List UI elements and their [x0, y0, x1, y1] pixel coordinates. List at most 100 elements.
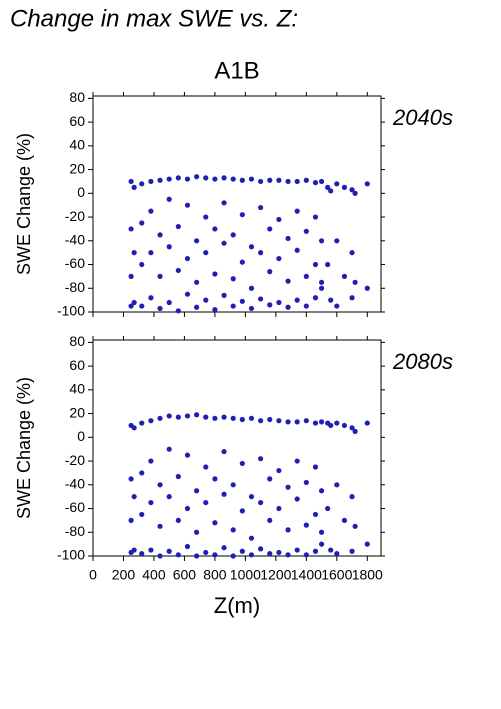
point: [248, 176, 255, 182]
point: [148, 499, 154, 506]
y-tick-label: 40: [69, 137, 85, 153]
point: [239, 508, 245, 514]
point: [364, 285, 370, 291]
point: [364, 541, 370, 547]
point: [212, 520, 218, 526]
point: [131, 494, 137, 500]
point: [334, 420, 340, 426]
point: [139, 303, 145, 309]
point: [239, 298, 245, 304]
point: [212, 176, 218, 182]
point: [248, 535, 255, 541]
point: [157, 232, 163, 238]
point: [212, 415, 218, 421]
y-tick-label: -40: [65, 475, 85, 491]
point: [352, 523, 358, 529]
point: [157, 523, 163, 529]
x-tick-label: 600: [173, 567, 197, 583]
point: [349, 250, 355, 256]
point: [328, 547, 334, 553]
point: [230, 527, 236, 533]
point: [341, 422, 348, 429]
point: [328, 188, 334, 194]
point: [184, 543, 191, 550]
point: [239, 259, 245, 265]
point: [285, 178, 291, 185]
point: [303, 522, 309, 528]
x-tick-label: 1400: [291, 567, 322, 583]
point: [128, 226, 134, 232]
point: [239, 548, 245, 554]
point: [248, 494, 255, 500]
point: [294, 208, 300, 214]
point: [221, 491, 227, 497]
page-title: Change in max SWE vs. Z:: [10, 5, 298, 32]
point: [318, 279, 325, 285]
point: [148, 458, 154, 464]
point: [131, 547, 137, 553]
point: [325, 261, 331, 268]
y-tick-label: 20: [69, 160, 85, 176]
point: [276, 549, 282, 556]
point: [312, 464, 319, 470]
point: [258, 418, 264, 424]
point: [318, 419, 325, 425]
y-axis-label: SWE Change (%): [14, 377, 34, 519]
point: [312, 420, 319, 426]
point: [334, 181, 340, 187]
point: [285, 484, 291, 490]
point: [248, 244, 255, 250]
point: [312, 295, 319, 301]
point: [303, 273, 309, 279]
y-tick-label: -80: [65, 523, 85, 539]
point: [157, 273, 163, 279]
point: [212, 476, 218, 482]
point: [258, 178, 264, 185]
point: [203, 414, 209, 420]
point: [267, 476, 273, 482]
point: [166, 413, 172, 419]
point: [303, 479, 309, 486]
point: [267, 302, 273, 308]
point: [157, 553, 163, 559]
point: [258, 204, 264, 211]
point: [194, 279, 200, 285]
point: [276, 467, 282, 474]
point: [276, 216, 282, 223]
y-tick-label: -80: [65, 279, 85, 295]
point: [294, 419, 300, 425]
point: [294, 547, 300, 553]
x-axis-label: Z(m): [214, 593, 260, 618]
point: [352, 279, 358, 285]
point: [230, 176, 236, 182]
x-tick-label: 1000: [230, 567, 261, 583]
point: [148, 208, 154, 214]
point: [157, 415, 163, 421]
point: [128, 273, 134, 279]
point: [239, 177, 245, 183]
point: [318, 238, 325, 244]
point: [194, 553, 200, 559]
point: [349, 548, 355, 554]
point: [230, 276, 236, 282]
point: [294, 178, 300, 185]
point: [203, 297, 209, 303]
point: [139, 261, 145, 268]
point: [128, 517, 134, 523]
point: [175, 223, 181, 230]
point: [148, 547, 154, 553]
point: [294, 496, 300, 502]
point: [258, 456, 264, 462]
point: [128, 303, 134, 309]
point: [194, 412, 200, 418]
point: [131, 250, 137, 256]
point: [318, 541, 325, 547]
point: [166, 299, 172, 306]
y-tick-label: -60: [65, 499, 85, 515]
point: [166, 446, 172, 452]
y-tick-label: 0: [77, 184, 85, 200]
point: [318, 178, 325, 185]
y-tick-label: -20: [65, 208, 85, 224]
point: [203, 214, 209, 220]
point: [285, 235, 291, 242]
